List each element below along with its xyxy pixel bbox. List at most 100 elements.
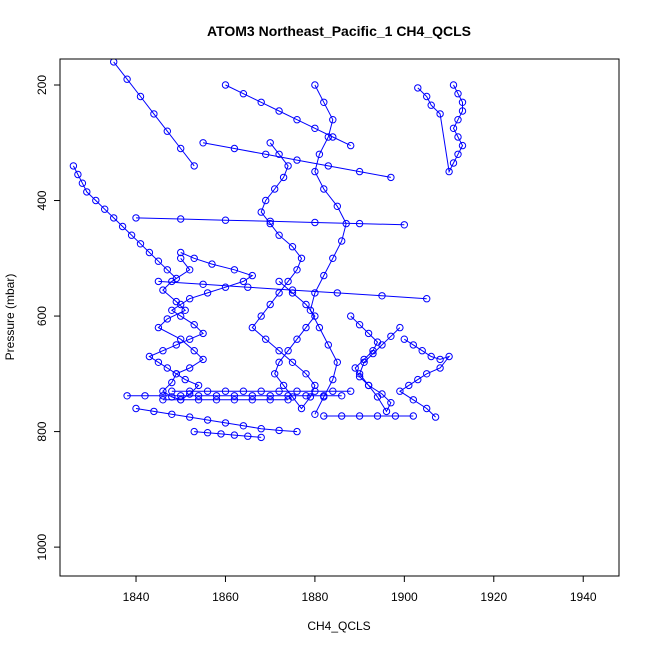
data-point — [373, 393, 382, 401]
data-point — [110, 214, 118, 222]
data-point — [311, 410, 319, 418]
data-point — [186, 266, 194, 274]
data-point — [123, 75, 131, 83]
data-point — [369, 347, 377, 355]
data-point — [275, 387, 283, 395]
data-point — [449, 81, 458, 89]
data-point — [172, 274, 181, 283]
data-point — [315, 323, 324, 332]
data-point — [364, 329, 373, 338]
data-point — [136, 92, 145, 101]
data-point — [257, 387, 265, 395]
series-9 — [159, 396, 292, 404]
series-line — [251, 142, 316, 410]
series-10 — [320, 412, 417, 420]
data-point — [159, 396, 167, 404]
data-point — [221, 81, 230, 89]
plot-frame — [59, 58, 620, 577]
data-point — [145, 248, 154, 257]
data-point — [355, 412, 364, 420]
series-6 — [69, 162, 181, 283]
data-point — [329, 375, 337, 384]
data-point — [279, 173, 288, 182]
data-point — [262, 196, 270, 205]
data-point — [190, 162, 198, 170]
data-point — [355, 167, 364, 176]
data-point — [271, 370, 279, 378]
data-point — [101, 205, 109, 213]
data-point — [423, 295, 431, 303]
data-point — [203, 289, 212, 297]
data-point — [288, 243, 297, 251]
data-point — [168, 410, 176, 418]
data-point — [311, 218, 319, 227]
y-tick-label: 200 — [35, 75, 49, 95]
data-point — [203, 416, 212, 424]
series-line — [203, 142, 391, 178]
y-axis-title: Pressure (mbar) — [3, 274, 17, 361]
data-point — [186, 387, 194, 395]
data-point — [284, 347, 292, 355]
data-point — [118, 222, 127, 231]
data-point — [275, 277, 283, 286]
data-point — [244, 432, 252, 440]
data-point — [454, 133, 462, 141]
data-point — [400, 335, 408, 343]
data-point — [347, 141, 355, 150]
data-point — [454, 90, 462, 98]
series-2 — [306, 81, 350, 418]
data-point — [92, 196, 100, 205]
data-point — [199, 355, 207, 364]
data-point — [127, 231, 136, 239]
data-point — [248, 392, 257, 400]
data-point — [333, 202, 341, 211]
data-point — [159, 392, 167, 400]
data-point — [172, 341, 181, 349]
data-point — [436, 364, 444, 372]
data-point — [387, 399, 395, 407]
data-point — [199, 329, 207, 338]
series-16 — [199, 139, 395, 182]
data-point — [150, 407, 158, 416]
data-point — [382, 407, 391, 416]
x-tick-label: 1920 — [480, 590, 507, 604]
data-point — [387, 332, 395, 340]
data-point — [239, 422, 248, 430]
series-12 — [132, 404, 301, 436]
y-tick-label: 800 — [35, 421, 49, 441]
data-point — [324, 133, 332, 141]
data-point — [275, 150, 283, 159]
data-point — [355, 219, 364, 228]
data-point — [266, 392, 274, 400]
data-point — [329, 387, 337, 395]
data-point — [199, 280, 207, 288]
data-point — [186, 364, 194, 372]
series-3 — [347, 312, 404, 416]
data-point — [355, 373, 364, 381]
series-line — [158, 280, 427, 300]
data-point — [163, 364, 172, 372]
data-point — [405, 381, 413, 390]
data-point — [373, 412, 382, 420]
data-point — [436, 355, 444, 364]
x-axis: 1840 1860 1880 1900 1920 1940 — [123, 576, 597, 604]
data-point — [244, 283, 252, 291]
data-point — [311, 381, 319, 390]
data-point — [132, 214, 140, 222]
data-point — [248, 323, 257, 332]
data-point — [177, 144, 185, 153]
data-point — [311, 167, 319, 176]
data-point — [306, 306, 315, 314]
series-line — [135, 217, 405, 226]
x-tick-label: 1840 — [123, 590, 150, 604]
series-1 — [248, 139, 319, 413]
data-point — [199, 139, 207, 147]
data-point — [288, 286, 297, 294]
data-point — [293, 156, 301, 164]
data-point — [427, 352, 435, 361]
data-point — [418, 347, 426, 355]
data-point — [145, 352, 154, 361]
data-point — [190, 427, 198, 436]
data-point — [177, 300, 185, 309]
